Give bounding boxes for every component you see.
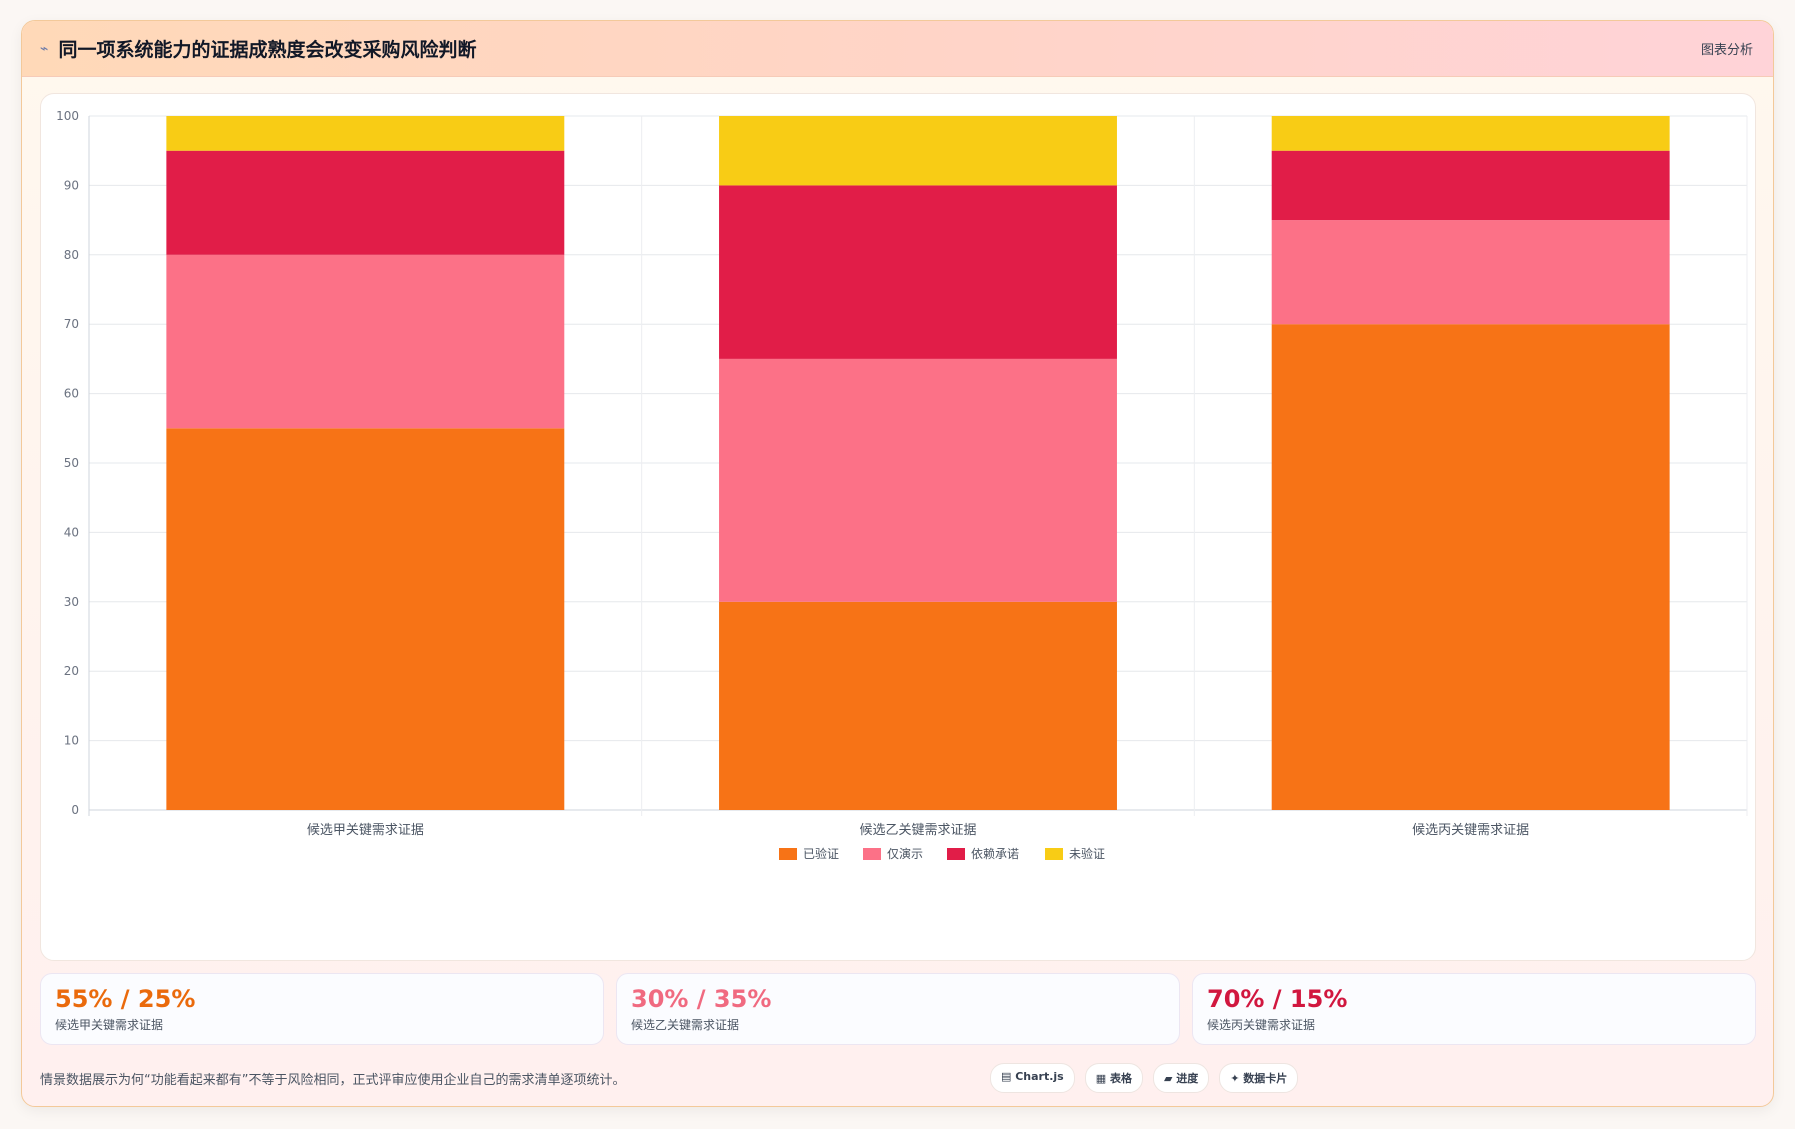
bar-segment-2-0	[1271, 324, 1670, 810]
title-group: ⌁ 同一项系统能力的证据成熟度会改变采购风险判断	[40, 35, 476, 62]
stat-label: 候选丙关键需求证据	[1207, 1018, 1316, 1032]
x-category-label: 候选丙关键需求证据	[1412, 823, 1529, 838]
legend-swatch-2	[947, 848, 965, 860]
bar-segment-2-1	[1271, 220, 1670, 325]
stat-label: 候选甲关键需求证据	[55, 1018, 164, 1032]
page-title: 同一项系统能力的证据成熟度会改变采购风险判断	[58, 39, 477, 61]
stat-value: 55% / 25%	[55, 985, 196, 1013]
legend-label-0: 已验证	[803, 846, 839, 861]
y-tick-label: 20	[64, 664, 79, 678]
legend-label-2: 依赖承诺	[971, 846, 1019, 861]
chart-window: ⌁ 同一项系统能力的证据成熟度会改变采购风险判断 图表分析 0 10 20 30 40 5…	[21, 20, 1774, 1107]
bar-segment-2-2	[1271, 150, 1670, 221]
chart-card: 0 10 20 30 40 50 60 70 80 90 100 候选甲关键需求证据 候选乙关键需求证据…	[40, 93, 1756, 961]
y-tick-label: 90	[64, 178, 79, 192]
footer: 情景数据展示为何“功能看起来都有”不等于风险相同，正式评审应使用企业自己的需求清…	[40, 1061, 1756, 1095]
chart-analysis-button[interactable]: 图表分析	[1700, 43, 1753, 58]
stat-value: 30% / 35%	[631, 985, 772, 1013]
legend-swatch-1	[863, 848, 881, 860]
y-tick-label: 30	[64, 595, 79, 609]
y-tick-label: 10	[64, 734, 79, 748]
bar-segment-1-2	[719, 185, 1117, 359]
stacked-bar-chart: 0 10 20 30 40 50 60 70 80 90 100 候选甲关键需求证据 候选乙关键需求证据…	[56, 109, 1748, 861]
header: ⌁ 同一项系统能力的证据成熟度会改变采购风险判断 图表分析	[22, 21, 1773, 77]
legend-label-1: 仅演示	[887, 846, 923, 861]
y-tick-label: 40	[64, 525, 79, 539]
y-tick-label: 60	[64, 387, 79, 401]
footer-note: 情景数据展示为何“功能看起来都有”不等于风险相同，正式评审应使用企业自己的需求清…	[40, 1072, 626, 1088]
progress-pill[interactable]: ▰ 进度	[1152, 1063, 1210, 1093]
table-pill[interactable]: ▦ 表格	[1084, 1063, 1143, 1093]
y-tick-label: 0	[71, 803, 79, 817]
y-tick-label: 100	[56, 109, 79, 123]
bar-segment-1-0	[719, 601, 1117, 810]
bar-segment-0-3	[166, 116, 565, 151]
stat-cards: 55% / 25% 候选甲关键需求证据 30% / 35% 候选乙关键需求证据 …	[40, 973, 1756, 1045]
y-tick-label: 80	[64, 248, 79, 262]
x-category-label: 候选乙关键需求证据	[859, 823, 976, 838]
sparkle-icon: ⌁	[40, 40, 49, 57]
bar-segment-0-2	[166, 150, 565, 255]
bar-segment-2-3	[1271, 116, 1670, 151]
stat-card-0: 55% / 25% 候选甲关键需求证据	[40, 973, 604, 1045]
bar-segment-0-0	[166, 428, 565, 810]
y-tick-label: 70	[64, 317, 79, 331]
legend-label-3: 未验证	[1069, 846, 1105, 861]
view-switcher: ▤ Chart.js ▦ 表格 ▰ 进度 ✦ 数据卡片	[990, 1063, 1299, 1093]
stat-value: 70% / 15%	[1207, 985, 1348, 1013]
x-category-label: 候选甲关键需求证据	[307, 823, 424, 838]
stat-label: 候选乙关键需求证据	[631, 1018, 740, 1032]
bar-segment-0-1	[166, 254, 565, 429]
data-card-pill[interactable]: ✦ 数据卡片	[1219, 1063, 1299, 1093]
stat-card-1: 30% / 35% 候选乙关键需求证据	[616, 973, 1180, 1045]
bar-segment-1-1	[719, 358, 1117, 602]
chartjs-pill[interactable]: ▤ Chart.js	[990, 1063, 1075, 1093]
y-tick-label: 50	[64, 456, 79, 470]
stat-card-2: 70% / 15% 候选丙关键需求证据	[1192, 973, 1756, 1045]
legend-swatch-3	[1045, 848, 1063, 860]
legend-swatch-0	[779, 848, 797, 860]
bar-segment-1-3	[719, 116, 1117, 186]
